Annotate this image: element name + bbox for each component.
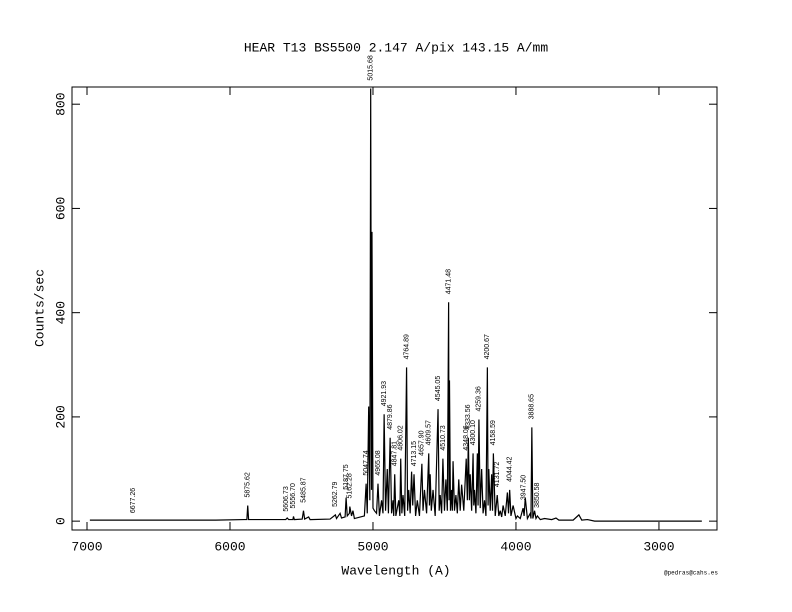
peak-label: 4158.59 [490,420,497,445]
y-tick-label: 0 [53,517,68,525]
peak-label: 3947.50 [520,475,527,500]
peak-label: 5015.68 [368,55,375,80]
x-tick-label: 3000 [643,539,674,554]
peak-label: 3888.65 [529,394,536,419]
peak-label: 4713.15 [411,441,418,466]
peak-label: 4348.06 [463,425,470,450]
peak-label: 4545.05 [435,376,442,401]
peak-label: 6677.26 [130,488,137,513]
peak-label: 4333.56 [465,404,472,429]
peak-label: 5875.62 [245,472,252,497]
y-tick-label: 400 [53,301,68,324]
peak-label: 4200.67 [484,334,491,359]
spectrum-line [89,88,702,522]
peak-label: 4764.89 [403,334,410,359]
y-tick-label: 800 [53,92,68,115]
peak-label: 5262.79 [332,481,339,506]
plot-frame [71,86,718,531]
peak-label: 5606.73 [283,486,290,511]
x-axis-label: Wavelength (A) [341,563,450,578]
peak-label: 5047.74 [363,450,370,475]
peak-label: 4847.81 [392,441,399,466]
y-tick-label: 600 [53,197,68,220]
peak-label: 4044.42 [506,456,513,481]
peak-label: 4300.10 [470,420,477,445]
peak-label: 4965.08 [375,450,382,475]
peak-label: 5485.87 [300,477,307,502]
x-tick-label: 6000 [214,539,245,554]
y-tick-label: 200 [53,405,68,428]
chart-title: HEAR T13 BS5500 2.147 A/pix 143.15 A/mm [244,40,548,55]
peak-label: 5187.75 [343,464,350,489]
peak-label: 4471.48 [445,269,452,294]
peak-label: 5162.28 [347,473,354,498]
peak-label: 5556.70 [290,483,297,508]
x-tick-label: 5000 [357,539,388,554]
peak-label: 4806.02 [398,425,405,450]
peak-label: 4131.72 [494,462,501,487]
x-tick-label: 7000 [71,539,102,554]
peak-label: 3850.58 [534,483,541,508]
peak-label: 4510.73 [440,425,447,450]
peak-label: 4609.57 [426,420,433,445]
x-tick-label: 4000 [500,539,531,554]
footer: @pedras@cahs.es [664,570,718,577]
y-axis-label: Counts/sec [32,269,47,347]
peak-label: 4879.86 [387,404,394,429]
peak-label: 4921.93 [381,381,388,406]
peak-label: 4259.36 [476,386,483,411]
peak-label: 4657.90 [419,430,426,455]
